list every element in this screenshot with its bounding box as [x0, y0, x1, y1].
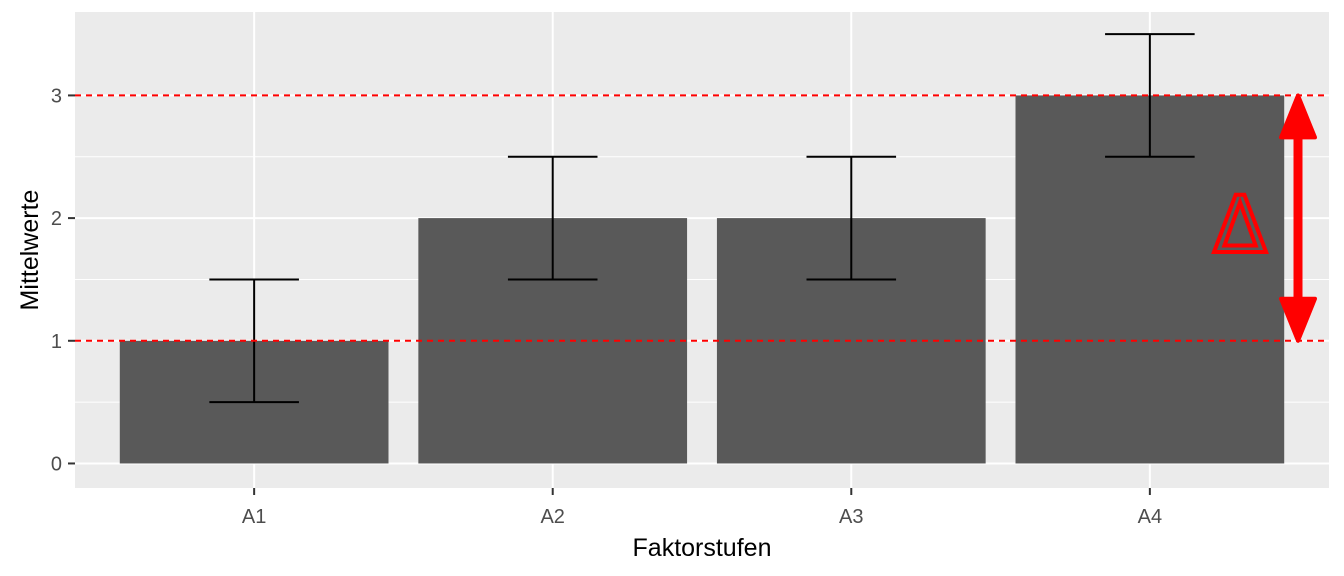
x-axis: A1 A2 A3 A4 [242, 488, 1162, 528]
x-tick-label: A3 [839, 506, 863, 528]
y-axis: 0 1 2 3 [51, 85, 75, 475]
y-tick-label: 3 [51, 85, 62, 107]
x-axis-title: Faktorstufen [633, 534, 772, 562]
delta-arrow-head-up [1279, 93, 1317, 140]
reference-lines [75, 94, 1329, 342]
y-tick-label: 2 [51, 208, 62, 230]
delta-annotation: Δ [1211, 93, 1317, 343]
x-tick-label: A2 [540, 506, 564, 528]
y-tick-label: 0 [51, 453, 62, 475]
y-tick-label: 1 [51, 331, 62, 353]
y-axis-title: Mittelwerte [16, 190, 44, 311]
x-tick-label: A4 [1138, 506, 1162, 528]
x-tick-label: A1 [242, 506, 266, 528]
delta-arrow-head-down [1279, 296, 1317, 343]
delta-label: Δ [1213, 181, 1266, 271]
